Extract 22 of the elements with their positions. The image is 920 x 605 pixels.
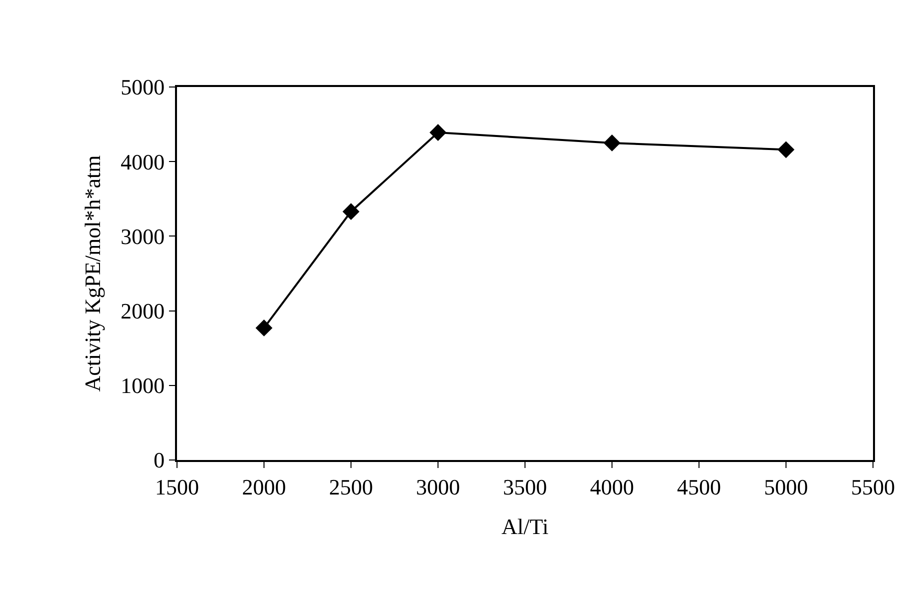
x-tick-label: 1500 <box>155 474 199 500</box>
y-tick-label: 2000 <box>120 298 165 324</box>
x-tick-label: 2500 <box>329 474 373 500</box>
y-tick-label: 3000 <box>120 224 165 249</box>
point <box>778 141 794 158</box>
point <box>256 320 272 336</box>
y-tick-label: 0 <box>154 448 165 473</box>
x-tick-label: 3500 <box>503 474 547 500</box>
point <box>430 124 446 141</box>
x-tick-label: 2000 <box>242 474 286 500</box>
x-tick-label: 3000 <box>416 474 460 500</box>
x-tick-label: 4000 <box>590 474 634 500</box>
y-axis-title: Activity KgPE/mol*h*atm <box>80 155 105 392</box>
x-tick-label: 5500 <box>851 474 895 500</box>
point <box>342 203 360 220</box>
x-tick-label: 4500 <box>677 474 721 500</box>
point <box>604 134 620 152</box>
y-tick-label: 1000 <box>120 373 165 398</box>
y-tick-label: 5000 <box>120 74 165 100</box>
x-tick-label: 5000 <box>764 474 808 500</box>
x-axis-title: Al/Ti <box>502 514 548 539</box>
y-tick-label: 4000 <box>120 149 165 174</box>
